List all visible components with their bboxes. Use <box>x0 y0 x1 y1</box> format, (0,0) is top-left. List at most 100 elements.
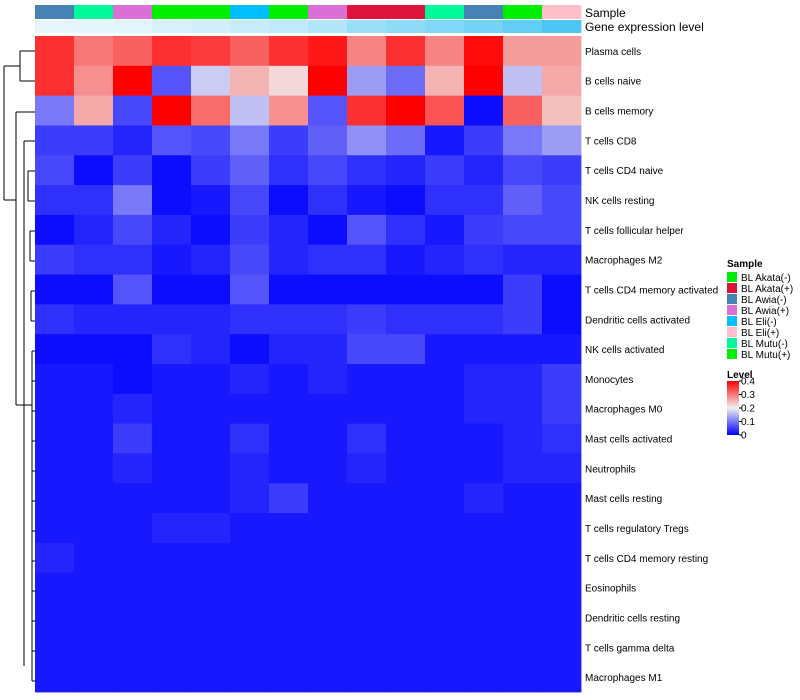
heatmap-cell <box>74 334 114 365</box>
heatmap-cell <box>191 632 231 663</box>
heatmap-cell <box>542 364 582 395</box>
heatmap-cell <box>503 513 543 544</box>
heatmap-cell <box>503 542 543 574</box>
heatmap-cell <box>74 483 114 514</box>
heatmap-cell <box>542 36 582 67</box>
heatmap-cell <box>347 214 387 246</box>
sample-annotation-cell <box>74 5 114 19</box>
heatmap-cell <box>386 423 426 454</box>
heatmap-cell <box>386 483 426 514</box>
heatmap-cell <box>386 662 426 693</box>
heatmap-cell <box>269 453 309 484</box>
expression-annotation-bar <box>35 20 582 33</box>
heatmap-cell <box>503 244 543 275</box>
heatmap-cell <box>386 36 426 67</box>
heatmap-cell <box>425 155 465 186</box>
heatmap-cell <box>113 393 153 425</box>
heatmap-cell <box>74 155 114 186</box>
heatmap-cell <box>347 632 387 663</box>
expression-annotation-cell <box>230 20 270 33</box>
heatmap-cell <box>464 364 504 395</box>
sample-legend-swatch <box>727 305 737 315</box>
heatmap-cell <box>425 542 465 574</box>
heatmap-cell <box>113 513 153 544</box>
heatmap-cell <box>113 274 153 305</box>
heatmap-cell <box>35 393 75 425</box>
heatmap-cell <box>542 572 582 603</box>
heatmap-cell <box>425 393 465 425</box>
row-label: Mast cells resting <box>585 494 662 505</box>
heatmap-cell <box>464 602 504 633</box>
heatmap-cell <box>464 483 504 514</box>
heatmap-cell <box>269 95 309 126</box>
heatmap-cell <box>386 542 426 574</box>
heatmap-cell <box>542 632 582 663</box>
heatmap-cell <box>464 632 504 663</box>
heatmap-cell <box>386 244 426 275</box>
heatmap-cell <box>503 572 543 603</box>
heatmap-cell <box>230 244 270 275</box>
heatmap-cell <box>542 95 582 126</box>
heatmap-cell <box>503 364 543 395</box>
heatmap-cell <box>269 364 309 395</box>
heatmap-cell <box>35 95 75 126</box>
heatmap-cell <box>230 393 270 425</box>
heatmap-cell <box>230 95 270 126</box>
row-label: T cells regulatory Tregs <box>585 524 689 535</box>
heatmap-cell <box>347 244 387 275</box>
sample-legend-label: BL Akata(-) <box>741 273 791 284</box>
expression-annotation-cell <box>152 20 192 33</box>
heatmap-cell <box>35 602 75 633</box>
sample-annotation-cell <box>269 5 309 19</box>
heatmap-cell <box>269 602 309 633</box>
heatmap-cell <box>464 662 504 693</box>
heatmap-cell <box>347 304 387 335</box>
heatmap-cell <box>269 513 309 544</box>
heatmap-cell <box>464 155 504 186</box>
heatmap-cell <box>503 423 543 454</box>
row-label: Dendritic cells activated <box>585 315 690 326</box>
heatmap-cell <box>269 304 309 335</box>
heatmap-cell <box>464 453 504 484</box>
heatmap-cell <box>308 483 348 514</box>
heatmap-cell <box>113 364 153 395</box>
row-label: Plasma cells <box>585 47 641 58</box>
heatmap-cell <box>35 662 75 693</box>
level-legend-ticks: 0.4 0.3 0.2 0.1 0 <box>739 377 755 442</box>
heatmap-cell <box>464 36 504 67</box>
heatmap-cell <box>191 155 231 186</box>
row-label: Macrophages M0 <box>585 405 663 416</box>
heatmap-cell <box>308 542 348 574</box>
heatmap-cell <box>35 423 75 454</box>
heatmap-cell <box>230 453 270 484</box>
heatmap-cell <box>230 602 270 633</box>
heatmap-cell <box>386 65 426 97</box>
heatmap-cell <box>308 214 348 246</box>
row-label: T cells CD4 memory resting <box>585 554 708 565</box>
row-label: Monocytes <box>585 375 633 386</box>
row-label: B cells memory <box>585 107 653 118</box>
expression-annotation-cell <box>113 20 153 33</box>
heatmap-cell <box>425 662 465 693</box>
heatmap-cell <box>152 274 192 305</box>
heatmap-cell <box>308 662 348 693</box>
heatmap-cell <box>152 155 192 186</box>
heatmap-cell <box>269 572 309 603</box>
heatmap-cell <box>269 214 309 246</box>
heatmap-cell <box>464 542 504 574</box>
heatmap-cell <box>74 513 114 544</box>
heatmap-cell <box>113 542 153 574</box>
expression-annotation-cell <box>464 20 504 33</box>
heatmap-cell <box>191 542 231 574</box>
sample-legend-label: BL Eli(-) <box>741 317 777 328</box>
heatmap-cell <box>152 125 192 156</box>
heatmap-cell <box>503 662 543 693</box>
heatmap-cell <box>35 274 75 305</box>
heatmap-cell <box>347 542 387 574</box>
sample-annotation-cell <box>113 5 153 19</box>
sample-legend-label: BL Eli(+) <box>741 328 779 339</box>
heatmap-cell <box>230 304 270 335</box>
heatmap-cell <box>152 542 192 574</box>
sample-annotation-label: Sample <box>585 6 626 20</box>
heatmap-cell <box>191 662 231 693</box>
